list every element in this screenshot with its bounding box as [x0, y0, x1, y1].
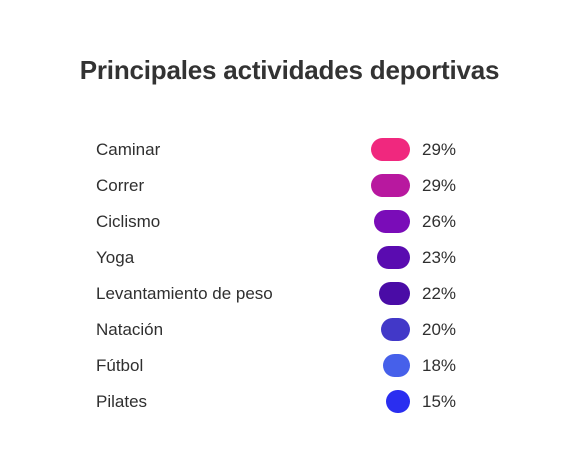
activity-percent: 23% — [422, 248, 457, 267]
activity-label: Levantamiento de peso — [96, 284, 273, 303]
activity-label: Ciclismo — [96, 212, 161, 231]
activity-percent: 29% — [422, 176, 457, 195]
activity-label: Yoga — [96, 248, 135, 267]
activity-percent: 15% — [422, 392, 457, 411]
activity-label: Pilates — [96, 392, 148, 411]
activity-value-bar — [378, 282, 410, 305]
activity-row: Correr 29% — [96, 168, 496, 204]
activity-percent: 20% — [422, 320, 457, 339]
activity-value-bar — [371, 138, 410, 161]
chart-title: Principales actividades deportivas — [79, 55, 500, 85]
activity-list: Caminar 29% Correr 29% Ciclismo 26% Yoga 23% Lev… — [96, 132, 496, 420]
activity-row: Pilates 15% — [96, 384, 496, 420]
activity-value-bar — [377, 246, 410, 269]
activity-percent: 29% — [422, 140, 457, 159]
activity-value-bar — [380, 318, 410, 341]
activity-percent: 22% — [422, 284, 457, 303]
activity-label: Caminar — [96, 140, 161, 159]
activity-label: Natación — [96, 320, 164, 339]
activity-row: Caminar 29% — [96, 132, 496, 168]
activity-row: Natación 20% — [96, 312, 496, 348]
activity-value-bar — [371, 174, 410, 197]
activity-value-bar — [382, 354, 410, 377]
activity-label: Fútbol — [96, 356, 144, 375]
activity-percent: 18% — [422, 356, 457, 375]
activity-percent: 26% — [422, 212, 457, 231]
activity-value-bar — [374, 210, 410, 233]
activity-row: Levantamiento de peso 22% — [96, 276, 496, 312]
activity-value-bar — [386, 390, 410, 413]
activity-row: Fútbol 18% — [96, 348, 496, 384]
activity-row: Ciclismo 26% — [96, 204, 496, 240]
activity-row: Yoga 23% — [96, 240, 496, 276]
activity-label: Correr — [96, 176, 145, 195]
